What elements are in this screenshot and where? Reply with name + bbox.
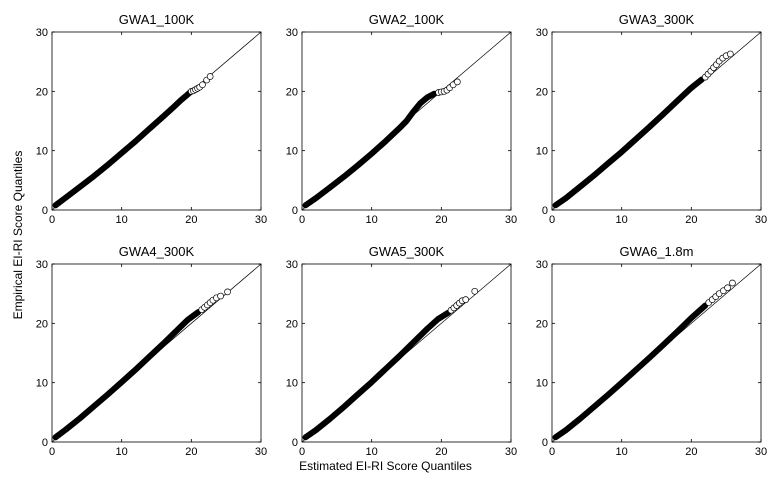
x-tick-label: 0 xyxy=(49,214,55,226)
y-tick-label: 30 xyxy=(36,259,48,271)
y-tick-label: 20 xyxy=(536,86,548,98)
x-tick-label: 10 xyxy=(616,214,628,226)
y-tick-label: 20 xyxy=(536,318,548,330)
y-tick-label: 30 xyxy=(36,27,48,39)
y-tick-label: 20 xyxy=(286,86,298,98)
x-tick-label: 10 xyxy=(366,446,378,458)
x-tick-label: 10 xyxy=(116,214,128,226)
panel-title: GWA5_300K xyxy=(369,244,445,259)
x-tick-label: 0 xyxy=(549,446,555,458)
panel-4: 0 10 20 30 0 10 20 30 GWA4_300K xyxy=(36,244,267,458)
quantile-point xyxy=(726,50,734,58)
panel-title: GWA3_300K xyxy=(619,12,695,27)
panel-title: GWA2_100K xyxy=(369,12,445,27)
dense-quantile-band xyxy=(552,76,705,209)
quantile-point xyxy=(206,73,214,80)
dense-quantile-band xyxy=(52,309,202,441)
y-tick-label: 20 xyxy=(36,318,48,330)
y-tick-label: 10 xyxy=(536,378,548,390)
x-tick-label: 20 xyxy=(435,214,447,226)
panel-2: 0 10 20 30 0 10 20 30 GWA2_100K xyxy=(286,12,517,226)
quantile-point xyxy=(454,78,461,86)
y-tick-label: 0 xyxy=(292,205,298,217)
x-tick-label: 10 xyxy=(366,214,378,226)
axes-box xyxy=(51,263,262,443)
y-tick-label: 10 xyxy=(36,146,48,158)
quantile-point xyxy=(217,292,224,300)
dense-quantile-band xyxy=(302,309,452,441)
x-tick-label: 20 xyxy=(185,214,197,226)
x-axis-label: Estimated EI-RI Score Quantiles xyxy=(299,459,472,473)
y-tick-label: 10 xyxy=(536,146,548,158)
x-tick-label: 20 xyxy=(435,446,447,458)
y-tick-label: 30 xyxy=(286,259,298,271)
y-tick-label: 0 xyxy=(292,437,298,449)
panel-title: GWA6_1.8m xyxy=(620,244,694,259)
y-axis-label-wrap: Empirical EI-RI Score Quantiles xyxy=(10,115,26,355)
panel-6: 0 10 20 30 0 10 20 30 GWA6_1.8m xyxy=(536,244,767,458)
panel-title: GWA1_100K xyxy=(119,12,195,27)
x-tick-label: 30 xyxy=(255,214,267,226)
quantile-point xyxy=(724,284,731,292)
x-tick-label: 30 xyxy=(505,446,517,458)
y-tick-label: 10 xyxy=(286,378,298,390)
x-tick-label: 30 xyxy=(755,446,767,458)
x-tick-label: 0 xyxy=(49,446,55,458)
y-tick-label: 0 xyxy=(42,437,48,449)
y-axis-label: Empirical EI-RI Score Quantiles xyxy=(11,150,25,320)
quantile-point xyxy=(199,81,206,89)
x-tick-label: 30 xyxy=(255,446,267,458)
y-tick-label: 30 xyxy=(536,27,548,39)
panel-3: 0 10 20 30 0 10 20 30 GWA3_300K xyxy=(536,12,767,226)
axes-box xyxy=(551,31,762,211)
axes-box xyxy=(301,263,512,443)
quantile-point xyxy=(224,288,231,296)
y-tick-label: 0 xyxy=(42,205,48,217)
x-tick-label: 0 xyxy=(299,214,305,226)
axes-box xyxy=(301,31,512,211)
panel-5: 0 10 20 30 0 10 20 30 GWA5_300K xyxy=(286,244,517,458)
y-tick-label: 30 xyxy=(286,27,298,39)
panel-1: 0 10 20 30 0 10 20 30 GWA1_100K xyxy=(36,12,267,226)
x-tick-label: 0 xyxy=(549,214,555,226)
y-tick-label: 10 xyxy=(286,146,298,158)
axes-box xyxy=(551,263,762,443)
x-tick-label: 30 xyxy=(505,214,517,226)
dense-quantile-band xyxy=(552,302,709,441)
y-tick-label: 0 xyxy=(542,437,548,449)
y-tick-label: 10 xyxy=(36,378,48,390)
y-tick-label: 20 xyxy=(286,318,298,330)
x-tick-label: 20 xyxy=(685,214,697,226)
dense-quantile-band xyxy=(302,90,438,209)
axes-box xyxy=(51,31,262,211)
x-tick-label: 20 xyxy=(185,446,197,458)
quantile-point xyxy=(462,296,470,303)
x-tick-label: 20 xyxy=(685,446,697,458)
quantile-point xyxy=(471,287,479,295)
y-tick-label: 20 xyxy=(36,86,48,98)
quantile-point xyxy=(729,279,736,287)
x-tick-label: 10 xyxy=(616,446,628,458)
y-tick-label: 0 xyxy=(542,205,548,217)
x-tick-label: 10 xyxy=(116,446,128,458)
y-tick-label: 30 xyxy=(536,259,548,271)
dense-quantile-band xyxy=(52,89,193,209)
panel-title: GWA4_300K xyxy=(119,244,195,259)
x-tick-label: 0 xyxy=(299,446,305,458)
x-tick-label: 30 xyxy=(755,214,767,226)
